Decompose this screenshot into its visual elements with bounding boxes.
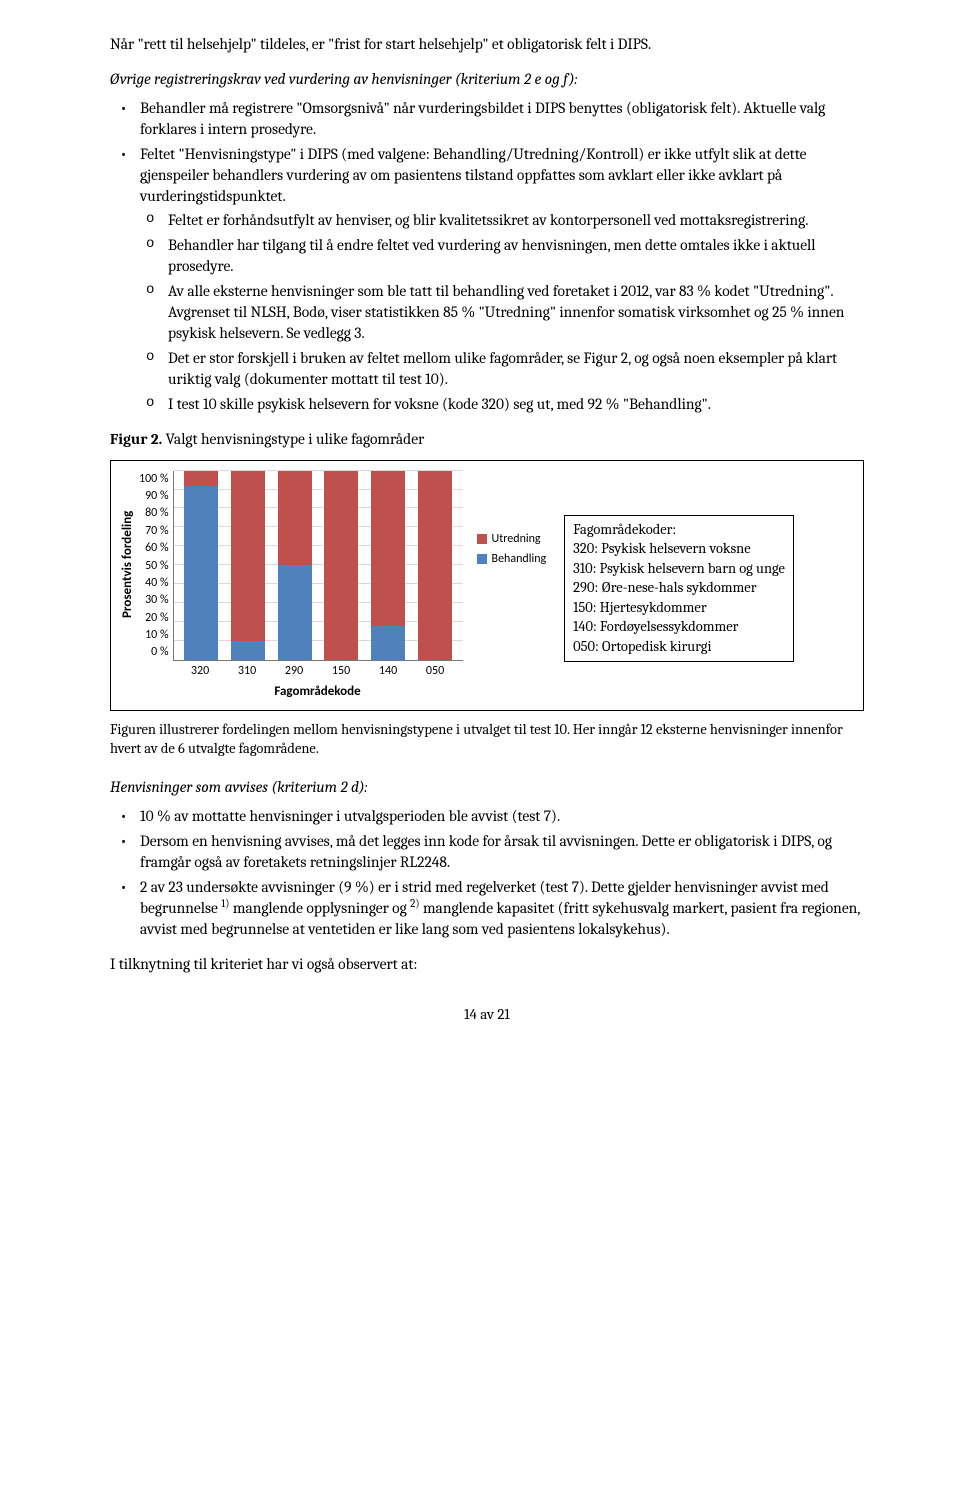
xtick-label: 320 (183, 663, 217, 679)
ytick-label: 40 % (137, 575, 169, 591)
sub-list: Feltet er forhåndsutfylt av henviser, og… (140, 210, 864, 414)
keybox-line: 310: Psykisk helsevern barn og unge (573, 559, 785, 579)
bullet-list-2: 10 % av mottatte henvisninger i utvalgsp… (110, 806, 864, 940)
keybox-line: 290: Øre-nese-hals sykdommer (573, 578, 785, 598)
xtick-label: 290 (277, 663, 311, 679)
chart-container: Prosentvis fordeling 100 %90 %80 % 70 %60… (110, 460, 864, 712)
bullet-item: Feltet "Henvisningstype" i DIPS (med val… (110, 144, 864, 415)
figure-note: Figuren illustrerer fordelingen mellom h… (110, 721, 864, 759)
sub-item: Av alle eksterne henvisninger som ble ta… (140, 281, 864, 344)
figure-caption: Figur 2. Valgt henvisningstype i ulike f… (110, 429, 864, 450)
figure-title: Valgt henvisningstype i ulike fagområder (162, 430, 424, 448)
bar-segment-utredning (231, 471, 265, 641)
xtick-label: 310 (230, 663, 264, 679)
bar-segment-utredning (324, 471, 358, 660)
legend-swatch (477, 534, 487, 544)
legend-item: Utredning (477, 531, 547, 547)
bar-segment-behandling (371, 626, 405, 660)
ytick-label: 20 % (137, 610, 169, 626)
ytick-label: 100 % (137, 471, 169, 487)
ytick-label: 30 % (137, 592, 169, 608)
bullet-item: Dersom en henvisning avvises, må det leg… (110, 831, 864, 873)
sub-item: I test 10 skille psykisk helsevern for v… (140, 394, 864, 415)
bullet-list-1: Behandler må registrere "Omsorgsnivå" nå… (110, 98, 864, 415)
bar-segment-utredning (278, 471, 312, 566)
bullet-text: Feltet "Henvisningstype" i DIPS (med val… (140, 145, 806, 205)
chart-yticks: 100 %90 %80 % 70 %60 % 50 %40 %30 % 20 %10 … (137, 471, 173, 661)
bar-segment-utredning (418, 471, 452, 660)
closing-line: I tilknytning til kriteriet har vi også … (110, 954, 864, 975)
legend-label: Utredning (492, 531, 541, 547)
chart-bars (174, 471, 463, 660)
chart-xlabel: Fagområdekode (173, 683, 463, 701)
keybox-line: 320: Psykisk helsevern voksne (573, 539, 785, 559)
chart-ylabel: Prosentvis fordeling (117, 471, 137, 661)
ytick-label: 60 % (137, 540, 169, 556)
ytick-label: 90 % (137, 488, 169, 504)
keybox-line: 050: Ortopedisk kirurgi (573, 637, 785, 657)
figure-label: Figur 2. (110, 430, 162, 448)
xtick-label: 050 (418, 663, 452, 679)
section-heading-2: Henvisninger som avvises (kriterium 2 d)… (110, 777, 864, 798)
chart-legend: Utredning Behandling (477, 531, 547, 571)
bullet-item: 10 % av mottatte henvisninger i utvalgsp… (110, 806, 864, 827)
bar-segment-utredning (371, 471, 405, 626)
bullet-text-part: manglende opplysninger og (229, 899, 410, 917)
bar-segment-behandling (184, 486, 218, 660)
ytick-label: 50 % (137, 558, 169, 574)
bar (324, 471, 358, 660)
bar (371, 471, 405, 660)
chart-xticks: 320 310 290 150 140 050 (173, 661, 463, 679)
legend-label: Behandling (492, 551, 547, 567)
chart-plot-area (173, 471, 463, 661)
keybox-line: 150: Hjertesykdommer (573, 598, 785, 618)
bar (184, 471, 218, 660)
bar (278, 471, 312, 660)
sub-item: Det er stor forskjell i bruken av feltet… (140, 348, 864, 390)
keybox-line: 140: Fordøyelsessykdommer (573, 617, 785, 637)
paragraph-intro: Når "rett til helsehjelp" tildeles, er "… (110, 34, 864, 55)
ytick-label: 10 % (137, 627, 169, 643)
sub-item: Feltet er forhåndsutfylt av henviser, og… (140, 210, 864, 231)
ytick-label: 0 % (137, 644, 169, 660)
legend-item: Behandling (477, 551, 547, 567)
bar-segment-behandling (278, 565, 312, 660)
bar-segment-behandling (231, 641, 265, 660)
bullet-item: 2 av 23 undersøkte avvisninger (9 %) er … (110, 877, 864, 940)
ytick-label: 80 % (137, 505, 169, 521)
xtick-label: 150 (324, 663, 358, 679)
keybox: Fagområdekoder: 320: Psykisk helsevern v… (564, 515, 794, 662)
keybox-title: Fagområdekoder: (573, 520, 785, 540)
bar-segment-utredning (184, 471, 218, 486)
xtick-label: 140 (371, 663, 405, 679)
bullet-item: Behandler må registrere "Omsorgsnivå" nå… (110, 98, 864, 140)
section-heading-1: Øvrige registreringskrav ved vurdering a… (110, 69, 864, 90)
sub-item: Behandler har tilgang til å endre feltet… (140, 235, 864, 277)
superscript: 2) (410, 897, 419, 910)
ytick-label: 70 % (137, 523, 169, 539)
page-footer: 14 av 21 (110, 1004, 864, 1024)
bar (418, 471, 452, 660)
legend-swatch (477, 554, 487, 564)
bar (231, 471, 265, 660)
